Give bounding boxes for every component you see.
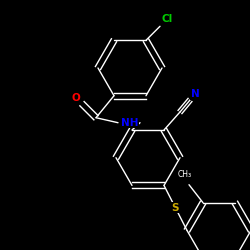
Text: N: N — [191, 89, 200, 99]
Text: S: S — [172, 203, 179, 213]
Text: NH: NH — [121, 118, 139, 128]
Text: CH₃: CH₃ — [178, 170, 192, 179]
Text: O: O — [72, 93, 80, 103]
Text: Cl: Cl — [162, 14, 172, 24]
